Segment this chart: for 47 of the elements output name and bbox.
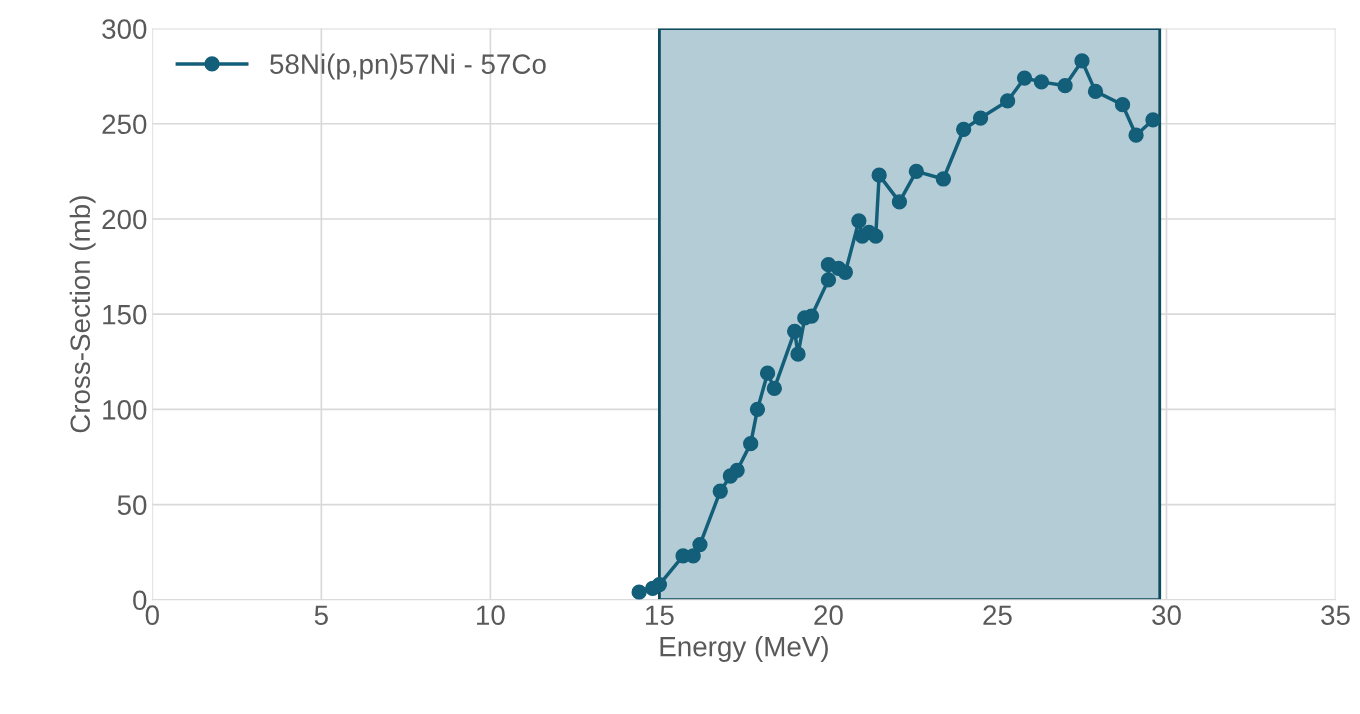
y-tick-label: 100 [103,400,147,420]
point [851,213,867,229]
y-tick-label: 0 [133,590,147,611]
point [1057,78,1073,94]
point [651,576,668,593]
point [786,323,803,339]
x-tick-label: 5 [314,605,328,626]
point [891,194,908,210]
point [712,483,728,499]
x-tick-label: 15 [646,605,674,626]
x-tick-label: 25 [983,605,1012,626]
x-tick-label: 35 [1321,605,1350,626]
x-axis-title: Energy (MeV) [660,636,828,662]
legend-label: 58Ni(p,pn)57Ni - 57Co [270,53,546,80]
point [908,163,924,179]
point [790,346,806,362]
y-axis-title: Cross-Section (mb) [69,196,96,433]
x-tick-label: 30 [1152,605,1181,626]
y-tick-label: 150 [103,304,147,325]
point [631,584,647,600]
point [1074,53,1090,69]
point [759,365,776,381]
point [871,167,887,183]
x-tick-label: 20 [814,605,843,626]
point [729,462,745,478]
point [1145,112,1161,128]
y-tick-label: 250 [102,114,147,135]
point [1128,127,1144,143]
y-tick-label: 50 [117,495,147,515]
point [868,228,884,244]
point [766,380,782,397]
y-tick-label: 200 [102,209,147,230]
point [837,264,853,280]
point [692,536,708,553]
point [999,93,1016,109]
point [820,272,837,288]
point [935,171,952,187]
point [956,121,972,138]
point [1087,83,1104,100]
y-tick-label: 300 [102,19,147,39]
point [1033,74,1050,90]
point [1016,70,1033,86]
x-tick-label: 10 [477,605,505,626]
point [749,401,766,417]
point [743,435,759,452]
point [972,110,989,126]
point [1114,97,1131,113]
